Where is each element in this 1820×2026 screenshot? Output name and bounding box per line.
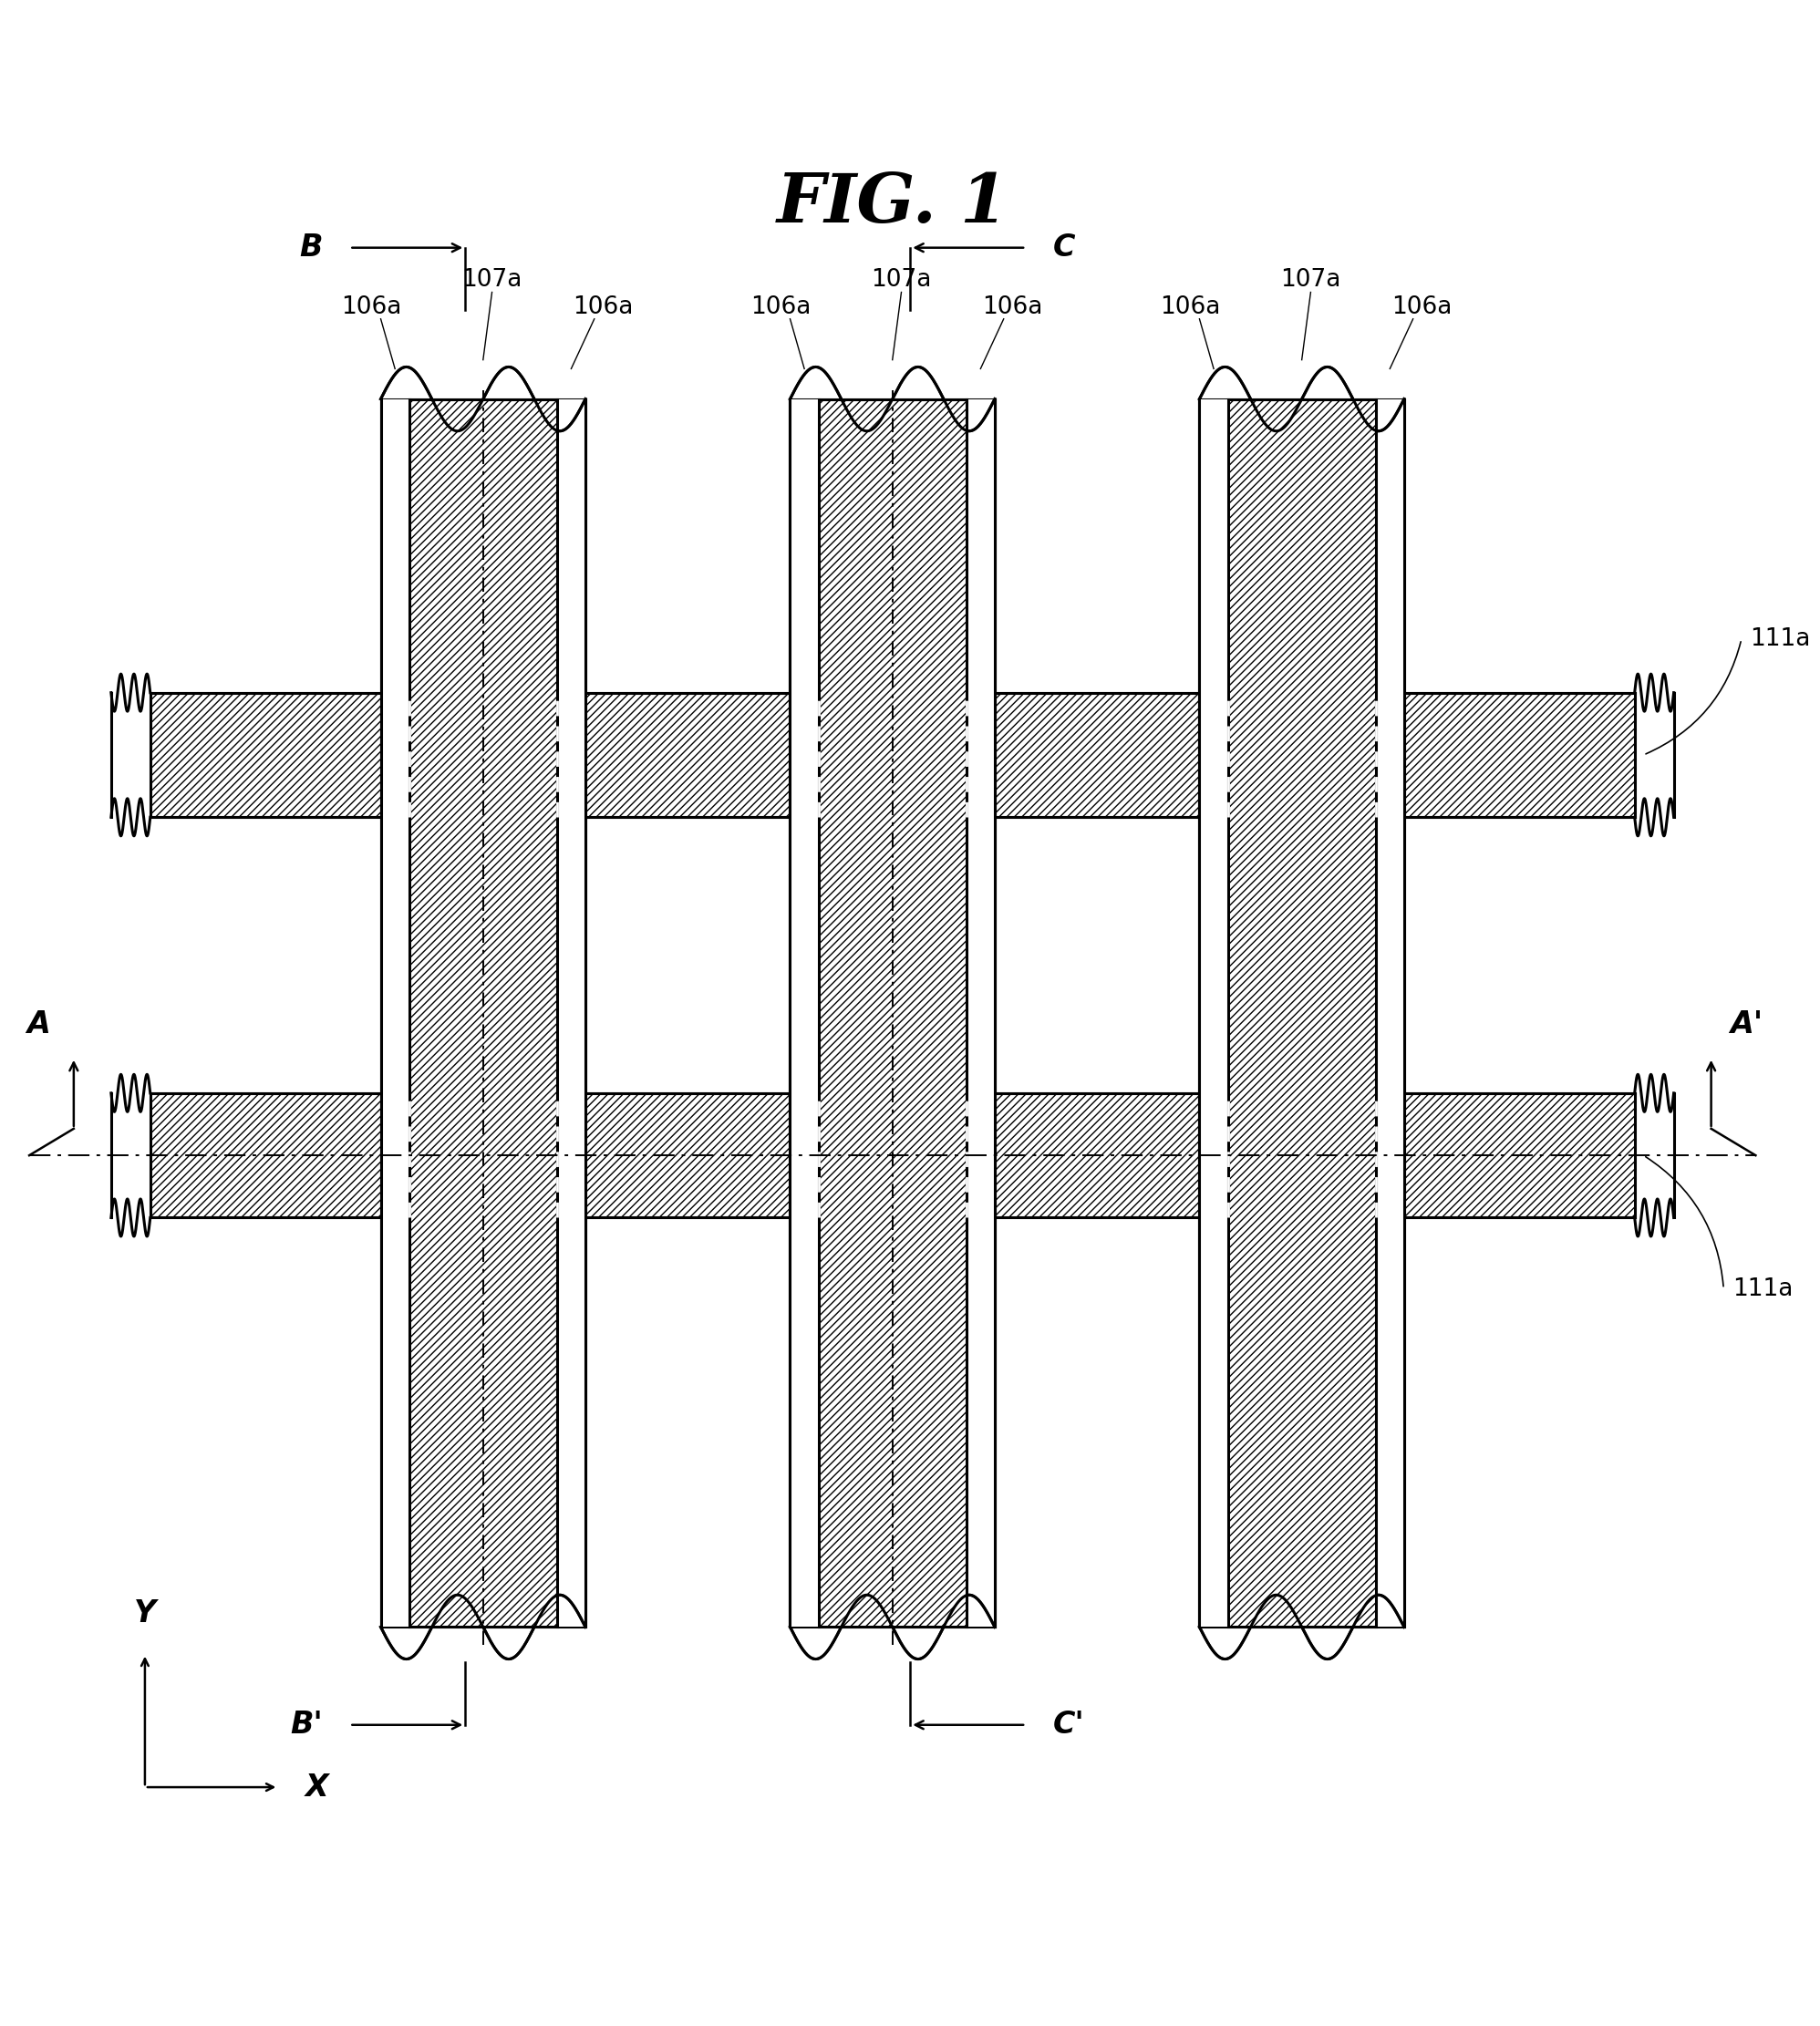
Text: FIG. 1: FIG. 1 [777,170,1008,237]
Text: 106a: 106a [573,296,633,318]
Text: C: C [1052,233,1076,263]
Bar [557,399,586,1627]
Text: 106a: 106a [342,296,402,318]
Bar [819,399,966,1627]
Text: B': B' [291,1710,322,1740]
Bar [1229,399,1376,1627]
Text: Y: Y [135,1599,157,1629]
Bar [151,1094,1634,1218]
Text: 111a: 111a [1733,1276,1793,1301]
Bar [151,1094,1634,1218]
Bar [410,399,557,1627]
Bar [1199,399,1228,1627]
Text: B: B [300,233,322,263]
Bar [410,399,557,1627]
Text: 106a: 106a [1392,296,1452,318]
Bar [790,399,819,1627]
Text: C': C' [1052,1710,1085,1740]
Text: 107a: 107a [1281,269,1341,292]
Bar [1229,399,1376,1627]
Bar [790,399,819,1627]
Text: A: A [25,1009,49,1039]
Bar [380,399,410,1627]
Text: 107a: 107a [462,269,522,292]
Bar [1376,399,1403,1627]
Text: 107a: 107a [872,269,932,292]
Bar [966,399,996,1627]
Bar [380,399,410,1627]
Bar [151,693,1634,816]
Bar [1376,399,1403,1627]
Text: 106a: 106a [1161,296,1221,318]
Bar [151,693,1634,816]
Text: X: X [306,1773,329,1803]
Text: 111a: 111a [1751,628,1811,650]
Bar [557,399,586,1627]
Bar [1199,399,1228,1627]
Text: A': A' [1731,1009,1764,1039]
Bar [966,399,996,1627]
Text: 106a: 106a [983,296,1043,318]
Text: 106a: 106a [752,296,812,318]
Bar [819,399,966,1627]
